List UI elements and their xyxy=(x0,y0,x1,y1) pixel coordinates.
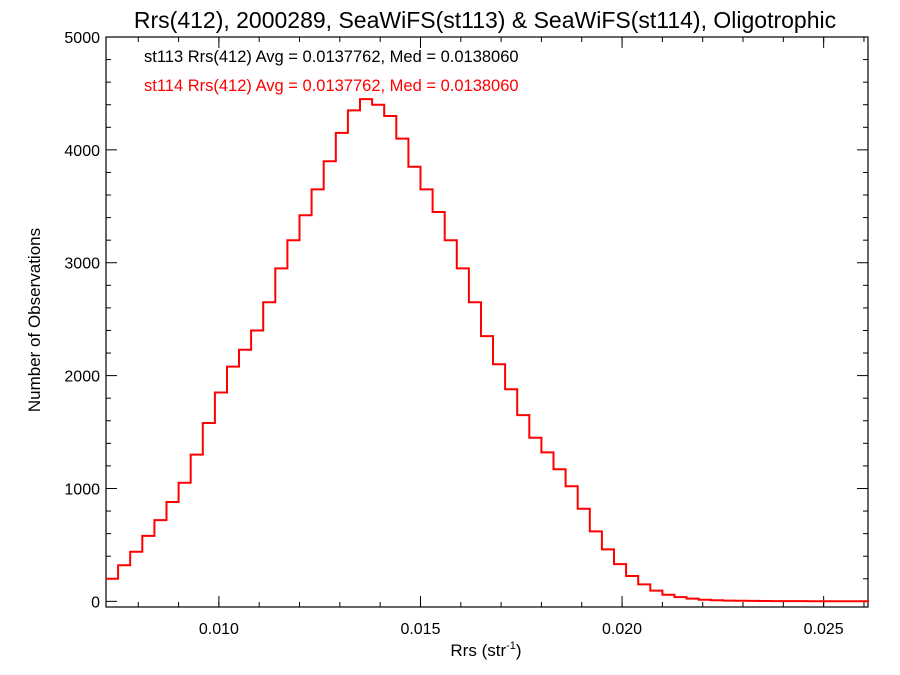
histogram-point xyxy=(589,531,591,533)
histogram-point xyxy=(843,600,845,602)
histogram-point xyxy=(686,598,688,600)
histogram-point xyxy=(504,388,506,390)
histogram-point xyxy=(674,596,676,598)
histogram-point xyxy=(758,600,760,602)
histogram-point xyxy=(662,594,664,596)
x-axis-label: Rrs (str-1) xyxy=(450,640,521,660)
histogram-point xyxy=(468,301,470,303)
histogram-point xyxy=(480,335,482,337)
histogram-point xyxy=(323,160,325,162)
histogram-point xyxy=(420,189,422,191)
histogram-point xyxy=(770,600,772,602)
histogram-point xyxy=(190,454,192,456)
y-tick-label: 3000 xyxy=(64,256,100,273)
histogram-point xyxy=(311,189,313,191)
x-tick-label: 0.025 xyxy=(804,621,844,638)
y-tick-label: 2000 xyxy=(64,369,100,386)
histogram-series-line xyxy=(106,98,869,603)
histogram-point xyxy=(226,366,228,368)
x-axis-label-close: ) xyxy=(516,641,522,660)
y-tick-label: 4000 xyxy=(64,143,100,160)
histogram-point xyxy=(637,584,639,586)
histogram-point xyxy=(746,600,748,602)
histogram-point xyxy=(698,599,700,601)
histogram-point xyxy=(444,239,446,241)
annotation-st113: st113 Rrs(412) Avg = 0.0137762, Med = 0.… xyxy=(144,48,519,66)
histogram-point xyxy=(516,414,518,416)
histogram-point xyxy=(141,535,143,537)
histogram-point xyxy=(625,575,627,577)
histogram-point xyxy=(359,98,361,100)
histogram-point xyxy=(492,364,494,366)
histogram-point xyxy=(807,600,809,602)
x-tick-label: 0.020 xyxy=(602,621,642,638)
histogram-point xyxy=(541,452,543,454)
plot-area: 0.010 0.015 0.020 0.025 0 1000 2000 3000 4000 500… xyxy=(64,30,869,638)
histogram-point xyxy=(262,301,264,303)
histogram-point xyxy=(867,601,869,603)
histogram-point xyxy=(287,239,289,241)
x-axis-label-superscript: -1 xyxy=(506,640,516,652)
histogram-point xyxy=(722,600,724,602)
histogram-point xyxy=(395,138,397,140)
histogram-point xyxy=(371,104,373,106)
x-axis-label-main: Rrs (str xyxy=(450,641,506,660)
histogram-point xyxy=(577,508,579,510)
x-tick-label: 0.010 xyxy=(199,621,239,638)
histogram-point xyxy=(795,600,797,602)
histogram-point xyxy=(238,349,240,351)
histogram-point xyxy=(649,590,651,592)
histogram-point xyxy=(783,600,785,602)
histogram-point xyxy=(734,600,736,602)
histogram-point xyxy=(347,110,349,112)
histogram-point xyxy=(335,132,337,134)
chart-title: Rrs(412), 2000289, SeaWiFS(st113) & SeaW… xyxy=(134,7,836,33)
histogram-point xyxy=(613,563,615,565)
histogram-point xyxy=(383,115,385,117)
histogram-point xyxy=(117,564,119,566)
y-tick-label: 5000 xyxy=(64,30,100,47)
histogram-point xyxy=(831,600,833,602)
histogram-point xyxy=(529,437,531,439)
histogram-point xyxy=(601,549,603,551)
histogram-point xyxy=(456,268,458,270)
y-tick-label: 1000 xyxy=(64,481,100,498)
histogram-point xyxy=(105,578,107,580)
y-tick-label: 0 xyxy=(91,594,100,611)
annotation-st114: st114 Rrs(412) Avg = 0.0137762, Med = 0.… xyxy=(144,77,519,95)
histogram-point xyxy=(275,268,277,270)
y-axis-label: Number of Observations xyxy=(25,228,44,412)
histogram-point xyxy=(250,330,252,332)
histogram-point xyxy=(855,600,857,602)
histogram-point xyxy=(432,211,434,213)
histogram-point xyxy=(202,422,204,424)
histogram-point xyxy=(214,392,216,394)
histogram-point xyxy=(553,468,555,470)
histogram-point xyxy=(710,599,712,601)
histogram-point xyxy=(178,482,180,484)
histogram-point xyxy=(819,600,821,602)
histogram-point xyxy=(129,551,131,553)
histogram-point xyxy=(565,485,567,487)
histogram-point xyxy=(299,215,301,217)
histogram-point xyxy=(154,519,156,521)
plot-frame xyxy=(105,36,869,608)
x-tick-label: 0.015 xyxy=(400,621,440,638)
histogram-point xyxy=(408,166,410,168)
histogram-point xyxy=(166,501,168,503)
